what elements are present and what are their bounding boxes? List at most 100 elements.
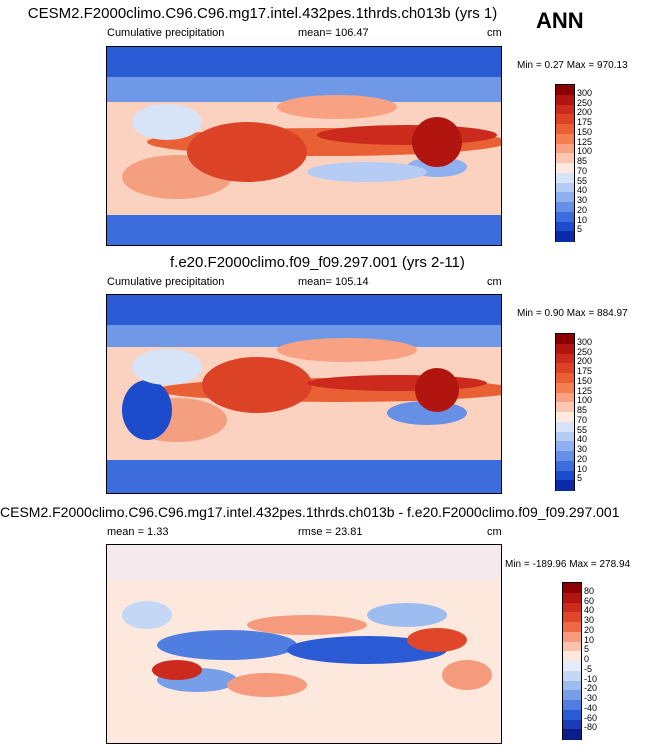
colorbar-swatch: [556, 363, 574, 374]
colorbar-swatch: [556, 143, 574, 154]
colorbar-tick-label: 175: [577, 117, 593, 127]
colorbar-swatch: [556, 441, 574, 452]
colorbar-swatch: [556, 182, 574, 193]
panel-3-colorbar: 80 60 40 30 20 10 5 0 -5 -10 -20 -30 -40 -60 -80: [562, 582, 597, 740]
colorbar-tick-label: 30: [577, 195, 588, 205]
panel-2-mean-label: mean= 105.14: [298, 276, 369, 288]
colorbar-swatch: [556, 192, 574, 203]
colorbar-swatch: [556, 480, 574, 491]
colorbar-tick-label: 10: [577, 463, 588, 474]
colorbar-tick-label: -20: [584, 683, 598, 694]
panel-2-field: [107, 295, 501, 493]
colorbar-tick-label: 125: [577, 385, 593, 396]
colorbar-tick-label: 175: [577, 366, 593, 376]
colorbar-swatch: [563, 719, 581, 730]
colorbar-tick-label: 55: [577, 424, 588, 435]
colorbar-tick-label: -80: [584, 722, 598, 733]
panel-1-left-label: Cumulative precipitation: [107, 27, 225, 39]
panel-1-colorbar: 300 250 200 175 150 125 100 85 70 55 40 30 20 10 5: [555, 84, 592, 242]
colorbar-swatch: [556, 153, 574, 164]
colorbar-swatch: [556, 412, 574, 423]
colorbar-swatch: [556, 124, 574, 135]
colorbar-tick-label: 250: [577, 346, 593, 357]
colorbar-swatch: [563, 583, 581, 594]
panel-2-colorbar: 300 250 200 175 150 125 100 85 70 55 40 30 20 10 5: [555, 333, 592, 491]
colorbar-swatch: [563, 690, 581, 701]
colorbar-tick-label: 85: [577, 156, 588, 166]
colorbar-swatch: [556, 402, 574, 413]
panel-3-units: cm: [487, 526, 502, 538]
colorbar-swatch: [563, 670, 581, 681]
panel-2-minmax: Min = 0.90 Max = 884.97: [517, 308, 628, 319]
colorbar-swatch: [556, 114, 574, 125]
colorbar-swatch: [556, 133, 574, 144]
colorbar-tick-label: 100: [577, 395, 593, 406]
colorbar-swatch: [556, 104, 574, 115]
colorbar-swatch: [556, 343, 574, 354]
colorbar-swatch: [556, 231, 574, 242]
colorbar-tick-label: -10: [584, 673, 598, 684]
colorbar-tick-label: 200: [577, 356, 593, 367]
colorbar-swatch: [563, 700, 581, 711]
colorbar-swatch: [563, 612, 581, 623]
colorbar-tick-label: 70: [577, 165, 588, 176]
colorbar-tick-label: 10: [577, 214, 588, 225]
colorbar-swatch: [556, 431, 574, 442]
colorbar-tick-label: 40: [577, 185, 588, 196]
colorbar-swatch: [556, 334, 574, 345]
colorbar-swatch: [563, 631, 581, 642]
panel-3-rmse-label: rmse = 23.81: [298, 526, 363, 538]
panel-1-minmax: Min = 0.27 Max = 970.13: [517, 60, 628, 71]
colorbar-swatch: [563, 729, 581, 740]
colorbar-tick-label: -5: [584, 663, 593, 674]
panel-2-title: f.e20.F2000climo.f09_f09.297.001 (yrs 2-…: [170, 254, 465, 271]
season-label: ANN: [536, 8, 584, 33]
colorbar-tick-label: 20: [577, 453, 588, 464]
panel-1-units: cm: [487, 27, 502, 39]
colorbar-tick-label: 30: [577, 444, 588, 454]
panel-1-field: [107, 47, 501, 245]
colorbar-swatch: [556, 421, 574, 432]
colorbar-swatch: [556, 460, 574, 471]
colorbar-tick-label: 30: [584, 615, 595, 625]
colorbar-swatch: [556, 392, 574, 403]
colorbar-tick-label: 40: [584, 605, 595, 616]
colorbar-swatch: [556, 211, 574, 222]
colorbar-tick-label: 150: [577, 375, 593, 386]
colorbar-swatch: [563, 661, 581, 672]
colorbar-tick-label: 200: [577, 107, 593, 118]
colorbar-swatch: [563, 680, 581, 691]
colorbar-tick-label: 250: [577, 97, 593, 108]
colorbar-tick-label: 150: [577, 126, 593, 137]
colorbar-tick-label: 40: [577, 434, 588, 445]
colorbar-swatch: [556, 94, 574, 105]
colorbar-tick-label: 125: [577, 136, 593, 147]
colorbar-tick-label: 5: [584, 644, 590, 655]
panel-3-mean-label: mean = 1.33: [107, 526, 169, 538]
colorbar-tick-label: -40: [584, 702, 598, 713]
colorbar-tick-label: 80: [584, 585, 595, 596]
panel-2-left-label: Cumulative precipitation: [107, 276, 225, 288]
colorbar-swatch: [556, 85, 574, 96]
colorbar-tick-label: 60: [584, 595, 595, 606]
panel-1-title: CESM2.F2000climo.C96.C96.mg17.intel.432p…: [27, 5, 498, 22]
colorbar-swatch: [556, 373, 574, 384]
colorbar-tick-label: 70: [577, 414, 588, 425]
panel-1-mean-label: mean= 106.47: [298, 27, 369, 39]
colorbar-tick-label: 85: [577, 405, 588, 415]
panel-3-title: CESM2.F2000climo.C96.C96.mg17.intel.432p…: [0, 504, 620, 520]
colorbar-tick-label: 10: [584, 634, 595, 645]
panel-3-field: [107, 545, 501, 743]
colorbar-tick-label: 5: [577, 224, 583, 235]
colorbar-swatch: [556, 451, 574, 462]
colorbar-swatch: [556, 353, 574, 364]
colorbar-tick-label: -60: [584, 712, 598, 723]
colorbar-swatch: [563, 622, 581, 633]
colorbar-swatch: [563, 602, 581, 613]
panel-3-colorbar-swatches: [562, 582, 582, 740]
panel-2-map: [106, 294, 502, 494]
colorbar-swatch: [563, 641, 581, 652]
panel-2-colorbar-swatches: [555, 333, 575, 491]
panel-1-map: [106, 46, 502, 246]
colorbar-tick-label: 0: [584, 654, 590, 664]
